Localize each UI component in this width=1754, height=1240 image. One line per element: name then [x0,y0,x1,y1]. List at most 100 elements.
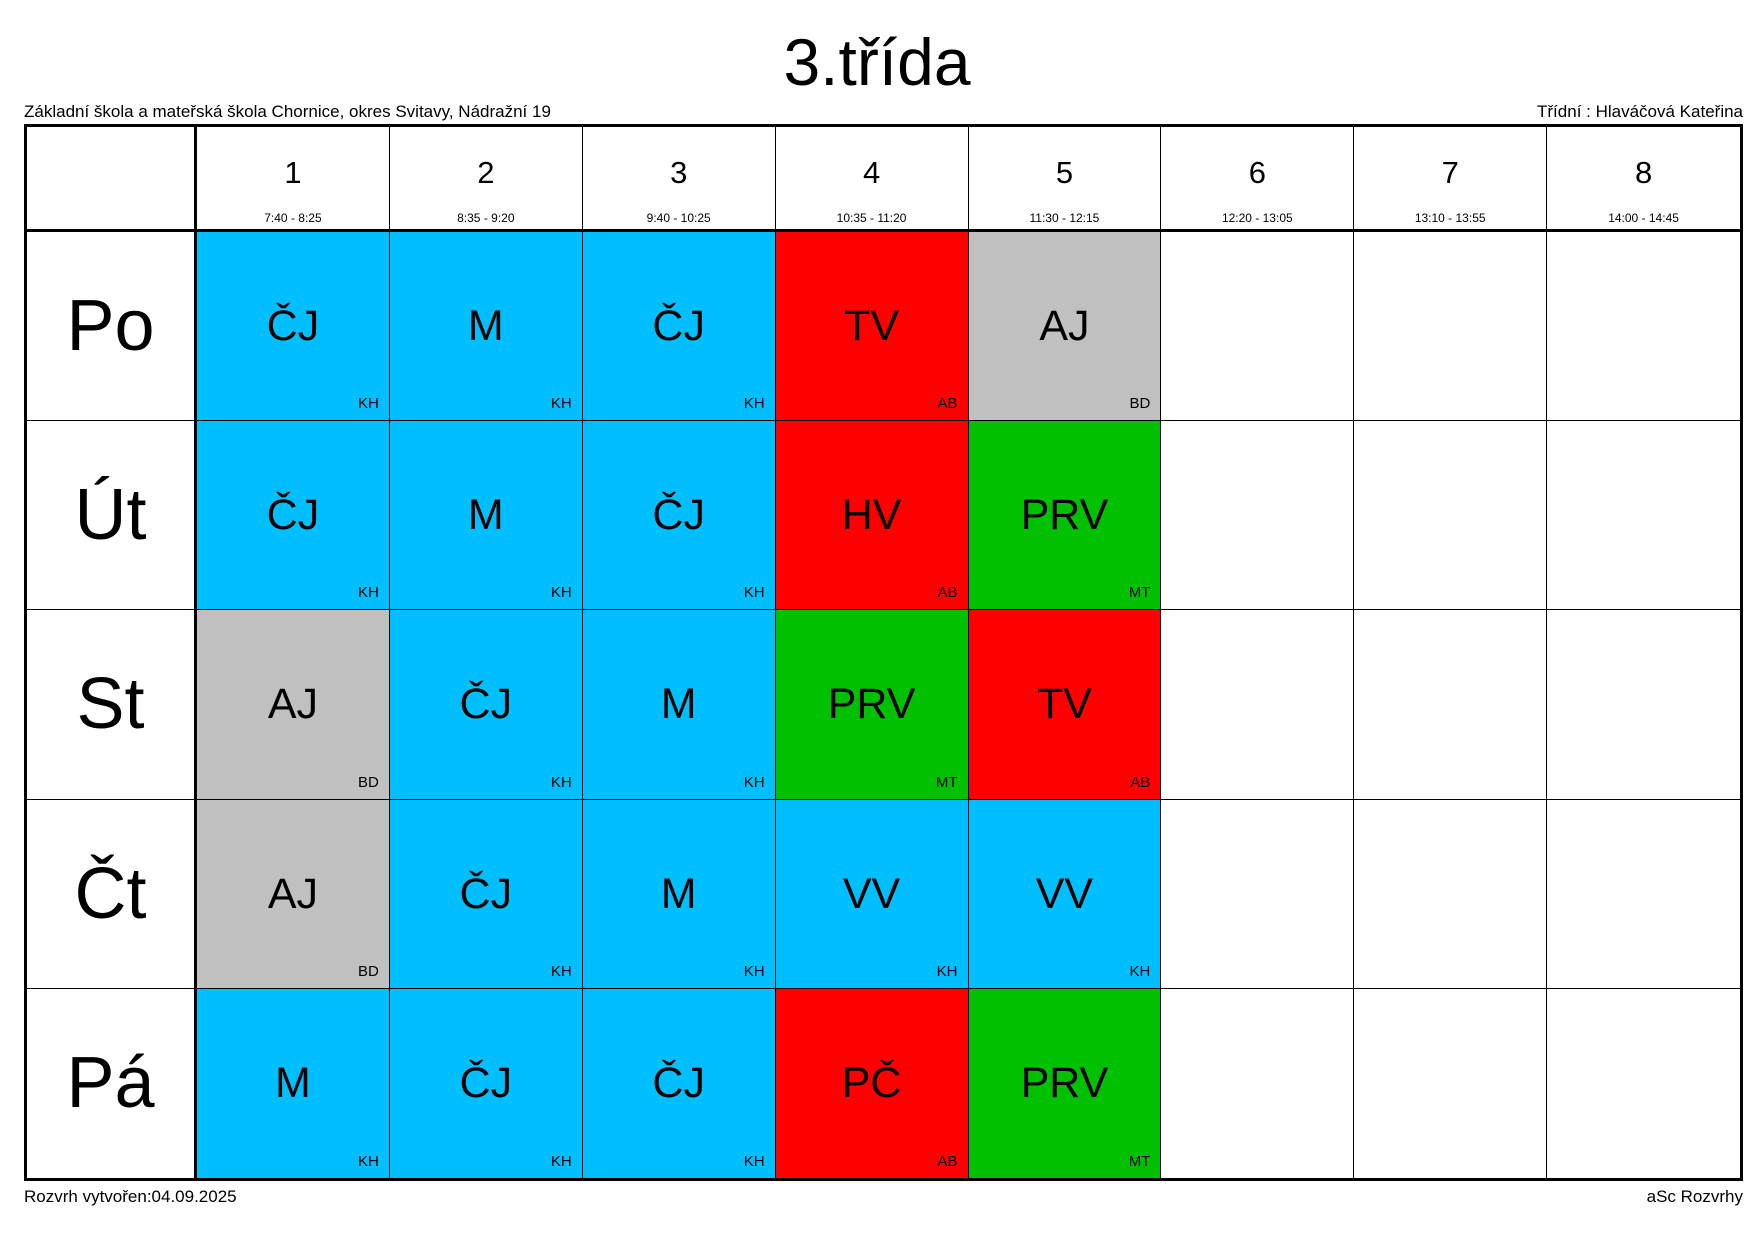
subject-label: ČJ [652,1059,705,1108]
subject-label: HV [841,491,902,540]
timetable-grid: 1 7:40 - 8:25 2 8:35 - 9:20 3 9:40 - 10:25 4 10… [24,124,1743,1181]
lesson-cell: ČJ KH [582,232,776,422]
subject-label: M [275,1059,311,1108]
subject-label: ČJ [459,869,513,918]
lesson-cell: PRV MT [968,421,1162,611]
period-number: 1 [284,155,302,190]
period-header: 7 13:10 - 13:55 [1354,127,1548,232]
subject-label: AJ [267,869,319,918]
lesson-cell: M KH [389,421,583,611]
period-time: 9:40 - 10:25 [646,211,711,225]
subject-label: AJ [267,680,319,729]
period-time: 10:35 - 11:20 [836,211,907,225]
period-time: 14:00 - 14:45 [1608,211,1679,225]
school-name: Základní škola a mateřská škola Chornice… [24,102,551,121]
period-number: 6 [1248,155,1266,190]
teacher-code: AB [1130,773,1151,791]
period-number: 8 [1634,155,1653,190]
period-header: 4 10:35 - 11:20 [775,127,969,232]
lesson-cell: ČJ KH [389,610,583,800]
teacher-code: KH [743,395,765,413]
teacher-code: MT [935,773,958,791]
empty-cell [1354,232,1548,422]
subject-label: ČJ [459,680,513,729]
empty-cell [1547,421,1740,611]
teacher-code: KH [743,584,765,602]
lesson-cell: AJ BD [197,610,390,800]
lesson-cell: ČJ KH [389,988,583,1178]
lesson-cell: ČJ KH [197,232,390,422]
period-header: 3 9:40 - 10:25 [582,127,776,232]
lesson-cell: ČJ KH [197,421,390,611]
teacher-code: KH [1129,962,1151,980]
period-time: 8:35 - 9:20 [457,211,515,225]
day-name: St [76,664,145,745]
day-name: Po [66,286,155,367]
day-name: Pá [66,1043,155,1124]
teacher-code: KH [550,395,572,413]
teacher-code: MT [1128,584,1151,602]
lesson-cell: AJ BD [968,232,1162,422]
day-name: Út [74,475,147,556]
teacher-code: AB [937,584,958,602]
subject-label: PRV [827,680,916,729]
subject-label: VV [1035,869,1094,918]
teacher-code: KH [550,962,572,980]
software-name: aSc Rozvrhy [1646,1187,1743,1206]
lesson-cell: M KH [197,988,390,1178]
lesson-cell: VV KH [968,799,1162,989]
empty-cell [1354,610,1548,800]
teacher-code: KH [743,962,765,980]
empty-cell [1547,800,1740,989]
empty-cell [1547,989,1740,1178]
lesson-cell: PČ AB [775,988,969,1178]
lesson-cell: ČJ KH [582,988,776,1178]
empty-cell [1547,232,1740,422]
teacher-code: BD [358,962,379,980]
teacher-code: KH [358,1152,379,1170]
lesson-cell: TV AB [775,232,969,422]
lesson-cell: TV AB [968,610,1162,800]
day-header: Út [27,421,197,611]
lesson-cell: M KH [582,799,776,989]
day-name: Čt [74,853,147,934]
empty-cell [1354,988,1548,1178]
subject-label: M [467,491,504,540]
period-number: 2 [477,155,495,190]
empty-cell [1161,421,1355,611]
period-number: 4 [862,155,881,190]
period-header: 5 11:30 - 12:15 [968,127,1162,232]
teacher-code: KH [550,584,572,602]
subject-label: PRV [1020,1059,1109,1108]
teacher-code: KH [358,584,379,602]
lesson-cell: HV AB [775,421,969,611]
page-title: 3.třída [783,25,971,99]
lesson-cell: M KH [389,232,583,422]
teacher-code: KH [743,773,765,791]
lesson-cell: M KH [582,610,776,800]
teacher-code: AB [937,395,958,413]
created-date: Rozvrh vytvořen:04.09.2025 [24,1187,237,1206]
teacher-code: KH [550,773,572,791]
lesson-cell: PRV MT [968,988,1162,1178]
lesson-cell: AJ BD [197,799,390,989]
period-time: 12:20 - 13:05 [1221,211,1293,225]
teacher-code: MT [1128,1152,1151,1170]
teacher-code: AB [937,1152,958,1170]
day-header: Pá [27,988,197,1178]
subject-label: ČJ [266,302,320,351]
period-time: 7:40 - 8:25 [264,211,322,225]
day-header: Čt [27,799,197,989]
teacher-code: KH [358,395,379,413]
lesson-cell: PRV MT [775,610,969,800]
period-number: 3 [670,155,688,190]
subject-label: TV [1036,680,1092,729]
subject-label: ČJ [459,1059,513,1108]
subject-label: ČJ [652,491,705,540]
empty-cell [1547,610,1740,800]
period-number: 7 [1441,155,1459,190]
subject-label: M [660,680,697,729]
empty-cell [1161,610,1355,800]
subject-label: ČJ [652,302,705,351]
period-time: 13:10 - 13:55 [1414,211,1486,225]
